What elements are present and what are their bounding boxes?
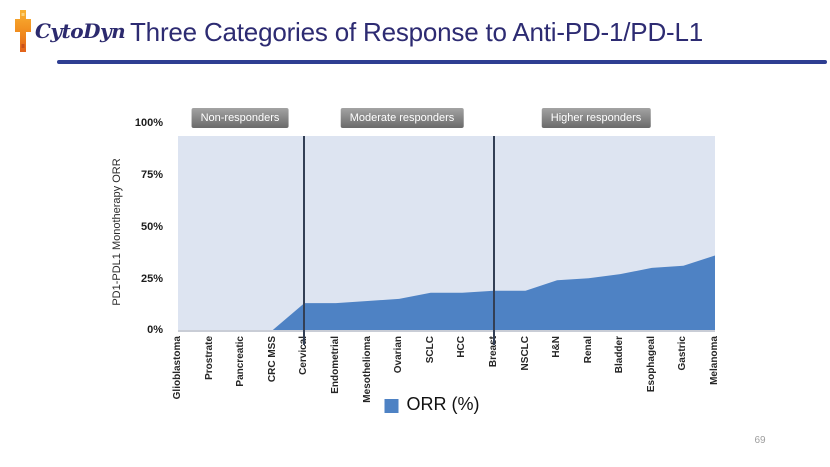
badge-higher-responders: Higher responders	[541, 108, 651, 128]
x-category-label: Pancreatic	[235, 336, 247, 387]
x-category-label: Melanoma	[709, 336, 720, 385]
x-category-label: Ovarian	[393, 336, 405, 374]
section-divider-line	[303, 136, 306, 345]
orr-area-series	[178, 255, 715, 330]
y-tick-label: 25%	[140, 273, 163, 285]
cytodyn-logo: CytoDyn	[13, 8, 126, 54]
page-title: Three Categories of Response to Anti-PD-…	[130, 17, 703, 47]
section-divider-line	[492, 136, 495, 345]
y-tick-label: 0%	[147, 324, 163, 336]
x-category-label: Endometrial	[329, 336, 341, 394]
x-category-label: Renal	[582, 336, 594, 364]
badge-moderate-responders: Moderate responders	[340, 108, 464, 128]
x-category-label: Mesothelioma	[361, 336, 373, 403]
legend-label: ORR (%)	[406, 394, 480, 414]
y-tick-label: 50%	[140, 221, 163, 233]
x-category-label: Prostrate	[203, 336, 215, 380]
x-category-label: NSCLC	[519, 336, 531, 371]
y-tick-label: 100%	[134, 117, 163, 129]
orr-area-chart	[178, 255, 715, 330]
brand-name: CytoDyn	[35, 19, 126, 43]
header-divider	[57, 60, 827, 64]
x-category-label: Glioblastoma	[172, 336, 183, 400]
x-category-label: Gastric	[677, 336, 689, 371]
cytodyn-logo-icon	[15, 10, 31, 52]
x-category-label: SCLC	[424, 336, 436, 364]
legend-swatch-icon	[384, 398, 399, 413]
x-category-label: Bladder	[614, 336, 626, 374]
plot-area	[178, 136, 715, 332]
x-category-label: Esophageal	[645, 336, 657, 393]
x-category-label: CRC MSS	[266, 336, 278, 383]
x-category-label: HCC	[456, 336, 468, 358]
badge-non-responders: Non-responders	[191, 108, 289, 128]
y-tick-label: 75%	[140, 169, 163, 181]
legend: ORR (%)	[384, 394, 480, 415]
page-number: 69	[754, 435, 766, 446]
x-category-label: H&N	[551, 336, 563, 358]
